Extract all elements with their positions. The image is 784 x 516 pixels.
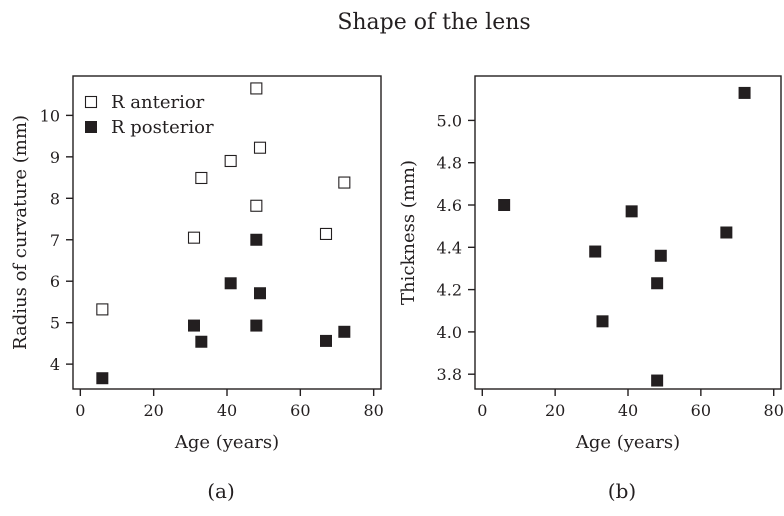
y-tick-label: 7 xyxy=(50,231,60,250)
filled-square-marker xyxy=(720,226,733,239)
plot-area-a: 0 20 40 60 80 4 5 6 7 8 9 10 R anterior R posterior xyxy=(40,75,384,420)
figure-title: Shape of the lens xyxy=(337,10,530,35)
legend-swatch xyxy=(85,121,97,133)
filled-square-marker xyxy=(96,372,109,385)
filled-square-marker xyxy=(625,205,638,218)
y-tick-label: 4.4 xyxy=(437,238,462,257)
x-tick-label: 40 xyxy=(217,401,237,420)
filled-square-marker xyxy=(498,199,511,212)
open-square-marker xyxy=(187,231,201,244)
y-tick-label: 4.0 xyxy=(437,323,462,342)
filled-square-marker xyxy=(654,249,667,262)
legend-swatch xyxy=(84,95,98,109)
legend: R anterior R posterior xyxy=(84,92,214,138)
filled-square-marker xyxy=(320,334,332,347)
x-tick-label: 80 xyxy=(363,401,383,420)
open-square-marker xyxy=(250,82,263,95)
filled-square-marker xyxy=(651,277,664,290)
filled-square-marker xyxy=(596,315,609,328)
filled-square-marker xyxy=(254,287,266,300)
y-tick-label: 9 xyxy=(50,148,60,167)
x-tick-label: 60 xyxy=(691,401,711,420)
filled-square-marker xyxy=(195,335,208,348)
open-square-marker xyxy=(338,176,351,189)
y-tick-label: 6 xyxy=(50,272,60,291)
x-tick-label: 0 xyxy=(477,401,487,420)
y-tick-label: 4.6 xyxy=(437,196,462,215)
y-tick-label: 3.8 xyxy=(437,365,462,384)
panel-label-a: (a) xyxy=(207,479,235,503)
y-tick-label: 5.0 xyxy=(437,111,462,130)
y-tick-label: 5 xyxy=(50,314,60,333)
x-tick-label: 0 xyxy=(75,401,85,420)
x-axis-label-b: Age (years) xyxy=(575,432,680,453)
filled-square-marker xyxy=(338,325,351,338)
x-tick-label: 20 xyxy=(545,401,565,420)
panel-a: 0 20 40 60 80 4 5 6 7 8 9 10 R anterior R posterior (… xyxy=(10,75,384,503)
open-square-marker xyxy=(224,154,237,168)
y-tick-label: 4 xyxy=(50,355,60,374)
y-axis-label-b: Thickness (mm) xyxy=(398,160,419,305)
y-tick-label: 8 xyxy=(50,189,60,208)
filled-square-marker xyxy=(250,233,263,246)
y-tick-label: 4.8 xyxy=(437,154,462,173)
filled-square-marker xyxy=(589,245,602,258)
open-square-marker xyxy=(319,227,333,241)
filled-square-marker xyxy=(188,319,200,332)
x-tick-label: 80 xyxy=(764,401,784,420)
filled-square-marker xyxy=(224,277,237,290)
y-axis-label-a: Radius of curvature (mm) xyxy=(10,115,31,350)
filled-square-marker xyxy=(738,86,751,99)
panel-b: 0 20 40 60 80 3.8 4.0 4.2 4.4 4.6 4.8 5.0 (b) Age (… xyxy=(398,75,784,503)
y-tick-label: 10 xyxy=(40,106,60,125)
legend-entry: R posterior xyxy=(111,117,214,138)
panel-label-b: (b) xyxy=(608,479,636,503)
plot-frame xyxy=(474,75,782,390)
open-square-marker xyxy=(250,199,263,212)
plot-area-b: 0 20 40 60 80 3.8 4.0 4.2 4.4 4.6 4.8 5.0 xyxy=(437,75,784,420)
x-tick-label: 60 xyxy=(290,401,310,420)
filled-square-marker xyxy=(651,374,664,387)
filled-square-marker xyxy=(250,319,263,332)
y-tick-label: 4.2 xyxy=(437,281,462,300)
open-square-marker xyxy=(96,303,109,316)
x-tick-label: 40 xyxy=(618,401,638,420)
open-square-marker xyxy=(253,141,267,154)
legend-entry: R anterior xyxy=(111,92,205,113)
x-axis-label-a: Age (years) xyxy=(174,432,279,453)
open-square-marker xyxy=(195,171,208,185)
x-tick-label: 20 xyxy=(143,401,163,420)
